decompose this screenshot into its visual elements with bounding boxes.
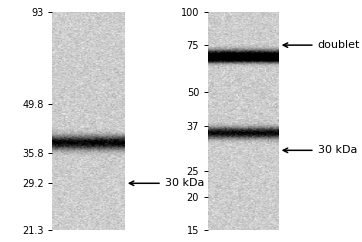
Text: doublet: doublet	[283, 40, 360, 50]
Text: 30 kDa: 30 kDa	[129, 178, 204, 188]
Text: 30 kDa: 30 kDa	[283, 145, 357, 155]
